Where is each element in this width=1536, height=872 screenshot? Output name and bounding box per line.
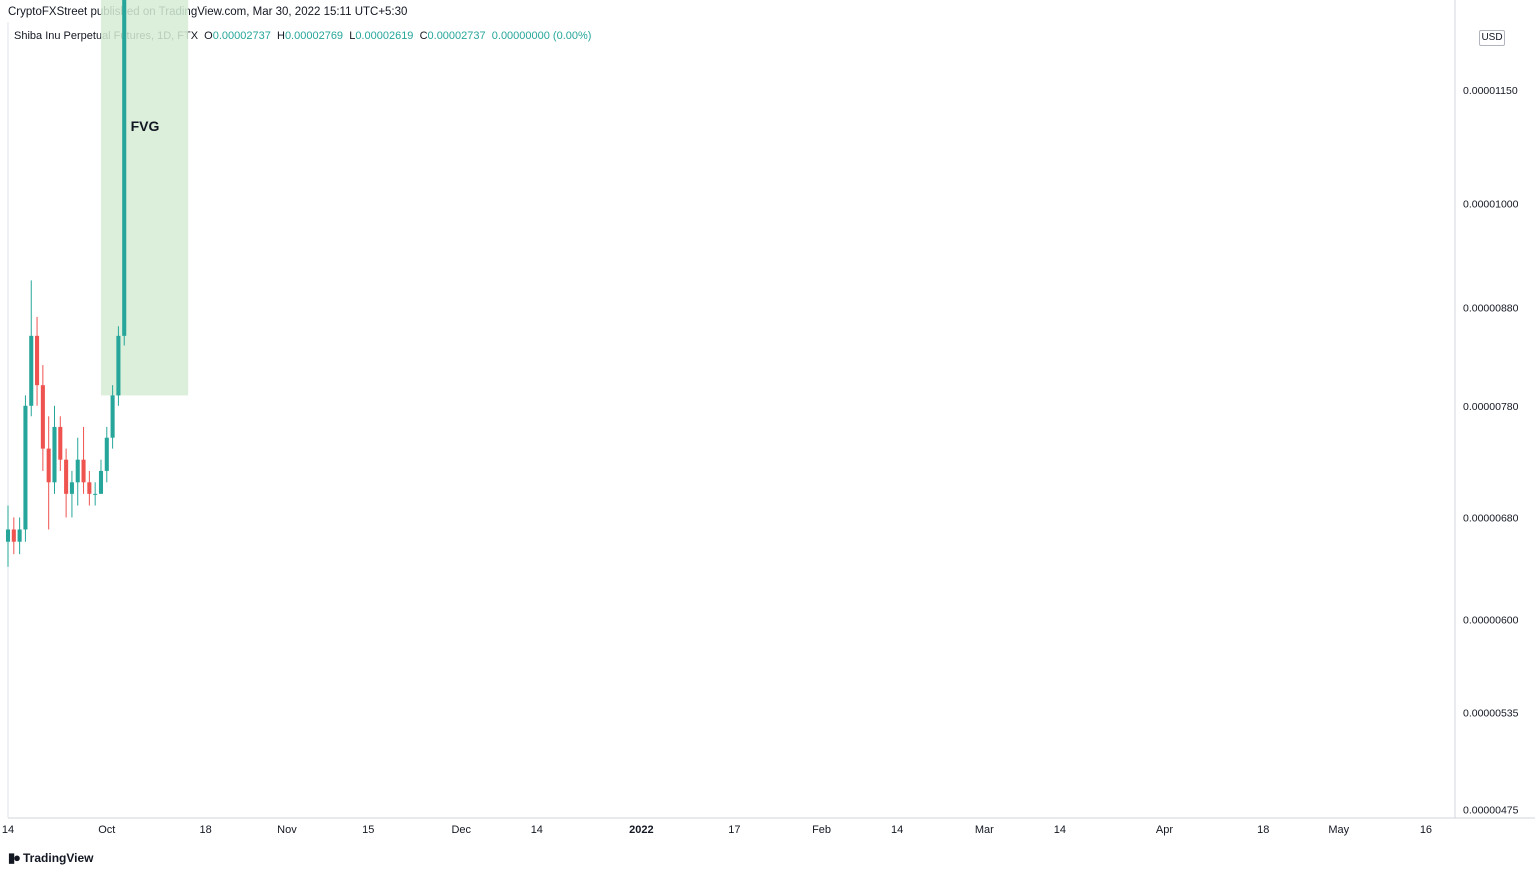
candle-body bbox=[46, 448, 51, 483]
candle-up bbox=[5, 505, 11, 567]
candle-down bbox=[64, 448, 69, 518]
x-tick-label: 17 bbox=[728, 824, 740, 836]
y-tick-label: 0.00000600 bbox=[1463, 614, 1519, 626]
candle-body bbox=[98, 470, 104, 494]
y-tick-label: 0.00000475 bbox=[1463, 804, 1519, 816]
candle-body bbox=[58, 426, 63, 460]
candle-up bbox=[52, 405, 57, 494]
x-tick-label: Feb bbox=[812, 824, 831, 836]
y-tick-label: 0.00000880 bbox=[1463, 303, 1519, 315]
y-tick-label: 0.00001000 bbox=[1463, 199, 1519, 211]
change-value: 0.00000000 (0.00%) bbox=[491, 30, 592, 42]
candle-body bbox=[5, 529, 11, 542]
x-tick-label: 18 bbox=[1257, 824, 1269, 836]
x-tick-label: 15 bbox=[362, 824, 374, 836]
candle-up bbox=[29, 280, 34, 417]
candle-body bbox=[104, 437, 109, 471]
y-tick-label: 0.00000780 bbox=[1463, 401, 1519, 413]
zone-label: FVG bbox=[131, 118, 160, 134]
x-tick-label: Oct bbox=[98, 824, 115, 836]
tradingview-brand-label: TradingView bbox=[23, 851, 94, 865]
x-tick-label: 14 bbox=[1054, 824, 1066, 836]
candle-down bbox=[58, 416, 63, 471]
candle-body bbox=[40, 385, 45, 449]
candle-up bbox=[122, 0, 127, 346]
candle-body bbox=[69, 482, 74, 494]
candle-body bbox=[75, 459, 80, 483]
candle-down bbox=[40, 365, 45, 471]
candle-body bbox=[122, 0, 127, 336]
candle-up bbox=[75, 437, 80, 506]
candle-up bbox=[93, 482, 98, 506]
y-tick-label: 0.00000535 bbox=[1463, 708, 1519, 720]
tradingview-logo-icon: ▮● bbox=[8, 850, 21, 865]
zone-fvg bbox=[100, 0, 189, 396]
x-tick-label: 18 bbox=[199, 824, 211, 836]
candle-body bbox=[17, 529, 22, 542]
candle-down bbox=[87, 470, 92, 506]
candle-down bbox=[46, 416, 51, 530]
tradingview-brand[interactable]: ▮● TradingView bbox=[8, 850, 93, 866]
x-tick-label: Apr bbox=[1156, 824, 1173, 836]
low-label: L bbox=[349, 30, 356, 42]
candle-down bbox=[81, 426, 86, 494]
open-value: 0.00002737 bbox=[212, 30, 271, 42]
candle-up bbox=[116, 326, 121, 406]
candle-up bbox=[17, 517, 22, 555]
candle-body bbox=[52, 426, 57, 483]
candle-body bbox=[93, 493, 98, 495]
candle-down bbox=[35, 316, 40, 406]
candle-down bbox=[11, 517, 16, 555]
candle-body bbox=[64, 459, 69, 494]
candle-body bbox=[29, 335, 34, 406]
x-tick-label: 14 bbox=[2, 824, 14, 836]
x-tick-label: 2022 bbox=[629, 824, 653, 836]
candle-body bbox=[23, 405, 28, 530]
open-label: O bbox=[204, 30, 213, 42]
candle-body bbox=[110, 395, 115, 438]
candle-up bbox=[23, 395, 28, 542]
x-tick-label: Dec bbox=[451, 824, 471, 836]
x-tick-label: 14 bbox=[531, 824, 543, 836]
candle-up bbox=[104, 426, 109, 483]
x-tick-label: Mar bbox=[975, 824, 994, 836]
y-tick-label: 0.00001150 bbox=[1463, 85, 1518, 97]
candle-body bbox=[81, 459, 86, 483]
x-tick-label: 16 bbox=[1420, 824, 1432, 836]
close-label: C bbox=[419, 30, 428, 42]
high-value: 0.00002769 bbox=[284, 30, 344, 42]
close-value: 0.00002737 bbox=[427, 30, 486, 42]
currency-badge[interactable]: USD bbox=[1479, 30, 1505, 46]
candle-body bbox=[11, 529, 16, 542]
candle-up bbox=[110, 385, 115, 449]
y-tick-label: 0.00000680 bbox=[1463, 512, 1519, 524]
x-tick-label: May bbox=[1328, 824, 1349, 836]
candle-body bbox=[87, 482, 92, 494]
candle-up bbox=[98, 459, 104, 494]
low-value: 0.00002619 bbox=[355, 30, 414, 42]
x-tick-label: Nov bbox=[277, 824, 297, 836]
high-label: H bbox=[276, 30, 285, 42]
candle-body bbox=[116, 335, 121, 396]
x-tick-label: 14 bbox=[891, 824, 903, 836]
candle-up bbox=[69, 470, 74, 518]
candle-body bbox=[35, 335, 40, 386]
